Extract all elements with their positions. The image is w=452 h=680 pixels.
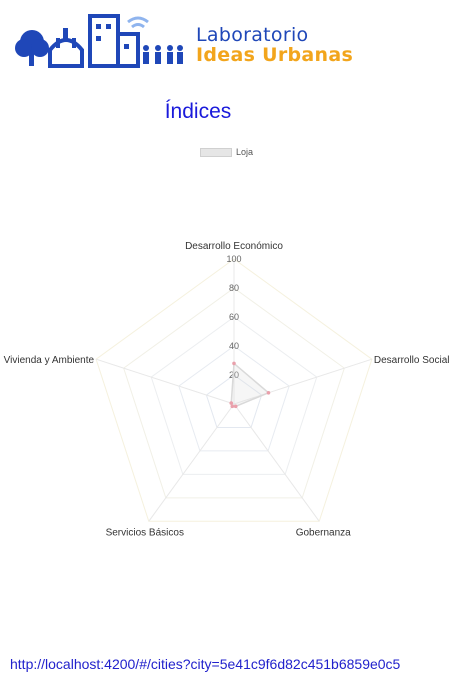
header: Laboratorio Ideas Urbanas [10,10,450,72]
page-title: Índices [164,100,232,123]
axis-label: Gobernanza [296,527,351,538]
axis-label: Desarrollo Social [374,355,450,366]
chart-legend[interactable]: Loja [200,146,253,158]
radar-chart: 20 40 60 80 100 Desarrollo Económico Desarroll… [4,241,450,538]
grid-spoke [148,403,235,522]
page-url[interactable]: http://localhost:4200/#/cities?city=5e41… [10,656,401,672]
grid-spoke [233,403,320,522]
grid-ring [150,316,318,475]
tick-label: 60 [229,312,239,322]
data-point [233,404,238,409]
tick-label: 100 [226,254,241,264]
tick-label: 20 [229,370,239,380]
brand-line2: Ideas Urbanas [196,44,354,66]
data-point [229,401,234,405]
legend-label: Loja [236,147,254,157]
brand-line1: Laboratorio [196,24,309,46]
data-point [232,361,236,366]
grid-spoke [95,358,235,405]
data-point [230,404,235,409]
grid-spoke [233,358,373,405]
axis-label: Desarrollo Económico [185,241,283,252]
legend-swatch [200,147,232,157]
grid-ring [205,374,263,428]
logo-icon [15,14,183,68]
axis-label: Servicios Básicos [106,527,184,538]
axis-label: Vivienda y Ambiente [4,355,95,366]
tick-label: 40 [229,341,239,351]
tick-label: 80 [229,283,239,293]
data-point [266,390,271,395]
brand: Laboratorio Ideas Urbanas [196,26,353,65]
grid-ring [178,345,290,452]
grid-ring [123,287,345,499]
series-area [230,361,270,408]
grid-ring [95,258,373,522]
